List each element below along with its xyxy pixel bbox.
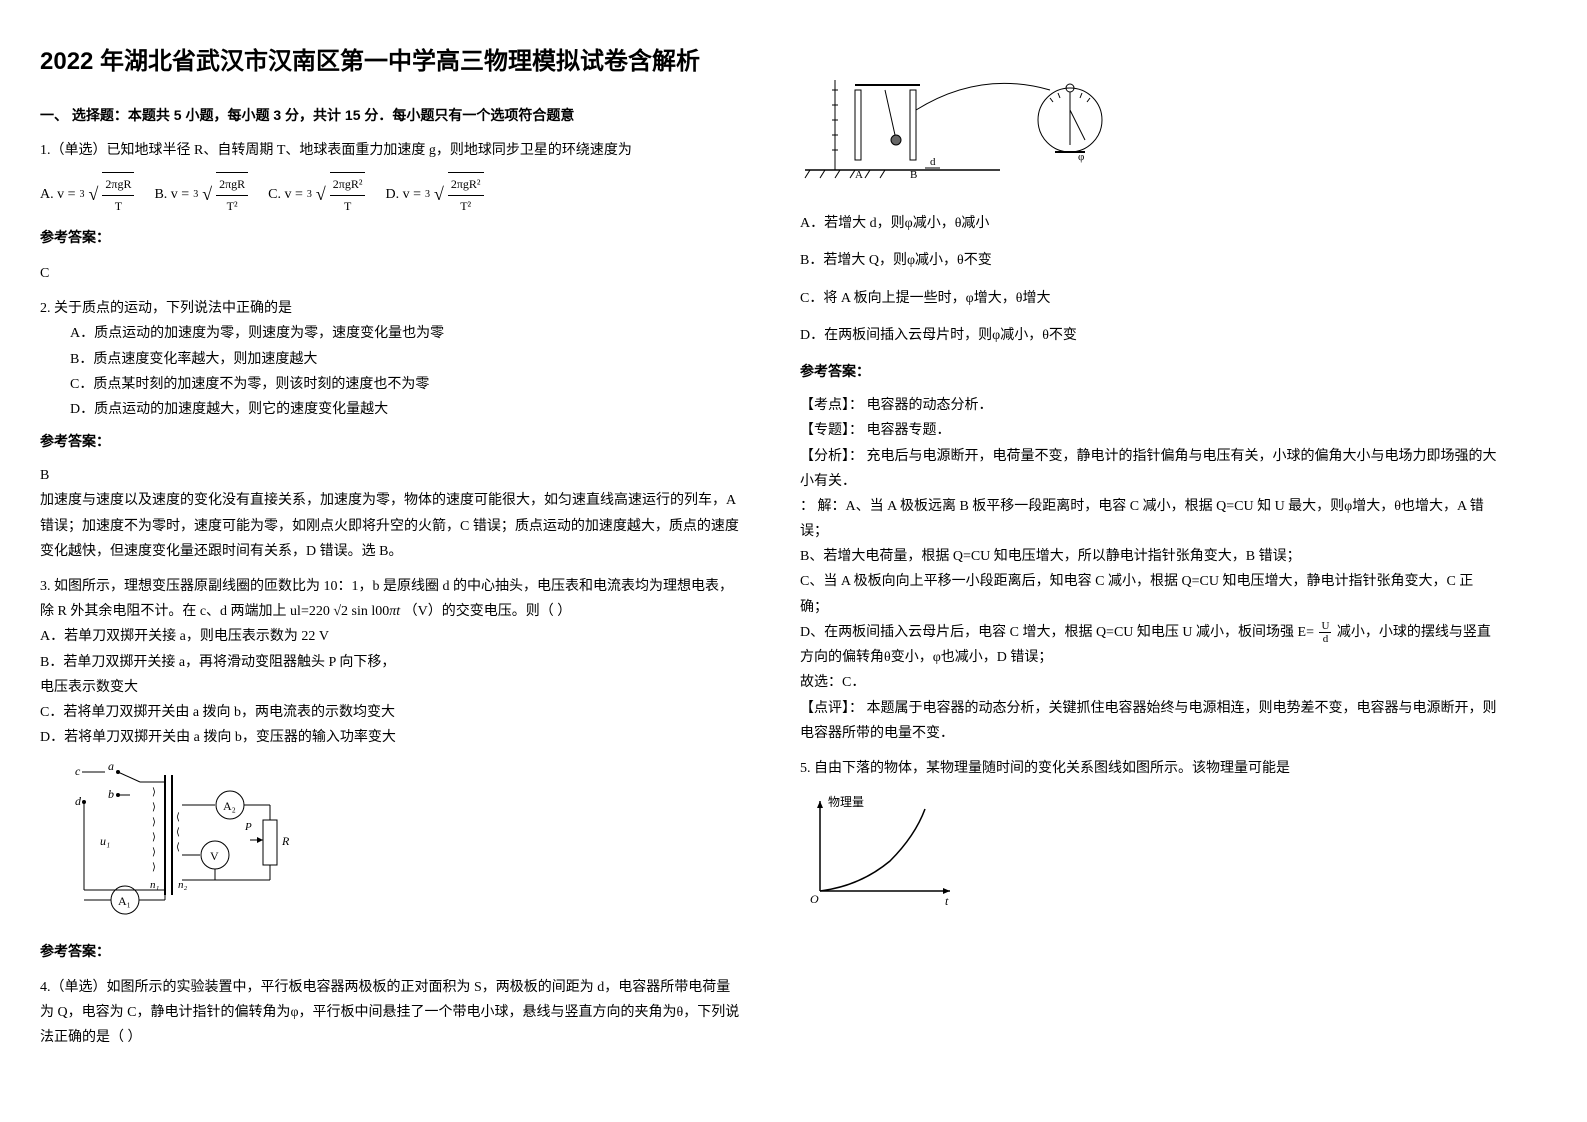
- svg-text:O: O: [810, 892, 819, 906]
- svg-text:⟩: ⟩: [152, 847, 156, 858]
- q3-option-b: B．若单刀双掷开关接 a，再将滑动变阻器触头 P 向下移，: [40, 650, 740, 675]
- q1-option-c: C. v = 3 √ 2πgR²T: [268, 172, 365, 218]
- q1-option-b: B. v = 3 √ 2πgRT²: [154, 172, 248, 218]
- svg-text:物理量: 物理量: [828, 795, 864, 809]
- svg-text:A₂: A₂: [223, 799, 236, 813]
- q5-stem: 5. 自由下落的物体，某物理量随时间的变化关系图线如图所示。该物理量可能是: [800, 756, 1500, 781]
- q1-answer-label: 参考答案：: [40, 226, 740, 251]
- q1-option-d: D. v = 3 √ 2πgR²T²: [385, 172, 483, 218]
- q2-answer-label: 参考答案：: [40, 430, 740, 455]
- q2-stem: 2. 关于质点的运动，下列说法中正确的是: [40, 296, 740, 321]
- q4-option-a: A．若增大 d，则φ减小，θ减小: [800, 211, 1500, 236]
- q3-option-c: C．若将单刀双掷开关由 a 拨向 b，两电流表的示数均变大: [40, 700, 740, 725]
- q4-jie-a: ： 解：A、当 A 极板远离 B 板平移一段距离时，电容 C 减小，根据 Q=C…: [800, 494, 1500, 544]
- q2-option-a: A．质点运动的加速度为零，则速度为零，速度变化量也为零: [70, 321, 740, 346]
- q4-answer-label: 参考答案：: [800, 360, 1500, 385]
- question-3: 3. 如图所示，理想变压器原副线圈的匝数比为 10：1，b 是原线圈 d 的中心…: [40, 574, 740, 965]
- q4-fenxi: 【分析】： 充电后与电源断开，电荷量不变，静电计的指针偏角与电压有关，小球的偏角…: [800, 444, 1500, 494]
- svg-text:d: d: [930, 156, 936, 168]
- q4-diagram: A B φ: [800, 50, 1500, 199]
- q2-options: A．质点运动的加速度为零，则速度为零，速度变化量也为零 B．质点速度变化率越大，…: [70, 321, 740, 422]
- q4-option-c: C．将 A 板向上提一些时，φ增大，θ增大: [800, 286, 1500, 311]
- svg-text:⟨: ⟨: [176, 827, 180, 838]
- q2-option-d: D．质点运动的加速度越大，则它的速度变化量越大: [70, 397, 740, 422]
- q4-kaodian: 【考点】： 电容器的动态分析．: [800, 393, 1500, 418]
- svg-text:⟩: ⟩: [152, 817, 156, 828]
- svg-text:⟩: ⟩: [152, 802, 156, 813]
- svg-text:B: B: [910, 169, 917, 181]
- q3-circuit-diagram: c d a b u₁ ⟩ ⟩: [70, 760, 740, 929]
- q1-options: A. v = 3 √ 2πgRT B. v = 3 √ 2πgRT² C. v …: [40, 172, 740, 218]
- svg-text:⟨: ⟨: [176, 812, 180, 823]
- q2-explanation: 加速度与速度以及速度的变化没有直接关系，加速度为零，物体的速度可能很大，如匀速直…: [40, 488, 740, 564]
- q1-answer: C: [40, 261, 740, 286]
- q3-stem: 3. 如图所示，理想变压器原副线圈的匝数比为 10：1，b 是原线圈 d 的中心…: [40, 574, 740, 624]
- q2-option-c: C．质点某时刻的加速度不为零，则该时刻的速度也不为零: [70, 372, 740, 397]
- svg-text:R: R: [281, 834, 290, 848]
- q2-option-b: B．质点速度变化率越大，则加速度越大: [70, 347, 740, 372]
- q1-stem: 1.（单选）已知地球半径 R、自转周期 T、地球表面重力加速度 g，则地球同步卫…: [40, 138, 740, 163]
- svg-text:⟩: ⟩: [152, 787, 156, 798]
- svg-text:V: V: [210, 849, 219, 863]
- q3-answer-label: 参考答案：: [40, 940, 740, 965]
- question-1: 1.（单选）已知地球半径 R、自转周期 T、地球表面重力加速度 g，则地球同步卫…: [40, 138, 740, 286]
- svg-text:n₂: n₂: [178, 879, 188, 891]
- svg-text:⟨: ⟨: [176, 842, 180, 853]
- svg-text:c: c: [75, 764, 81, 778]
- q3-option-a: A．若单刀双掷开关接 a，则电压表示数为 22 V: [40, 624, 740, 649]
- svg-text:n₁: n₁: [150, 879, 160, 891]
- q4-option-d: D．在两板间插入云母片时，则φ减小，θ不变: [800, 323, 1500, 348]
- question-5: 5. 自由下落的物体，某物理量随时间的变化关系图线如图所示。该物理量可能是 物理…: [800, 756, 1500, 920]
- q5-graph: 物理量 O t: [800, 791, 1500, 920]
- q1-option-a: A. v = 3 √ 2πgRT: [40, 172, 134, 218]
- section-header: 一、 选择题：本题共 5 小题，每小题 3 分，共计 15 分．每小题只有一个选…: [40, 103, 740, 128]
- q4-jie-b: B、若增大电荷量，根据 Q=CU 知电压增大，所以静电计指针张角变大，B 错误；: [800, 544, 1500, 569]
- svg-text:a: a: [108, 760, 114, 773]
- right-column: A B φ: [800, 40, 1500, 1060]
- svg-text:⟩: ⟩: [152, 862, 156, 873]
- q4-zhuanti: 【专题】： 电容器专题．: [800, 418, 1500, 443]
- question-2: 2. 关于质点的运动，下列说法中正确的是 A．质点运动的加速度为零，则速度为零，…: [40, 296, 740, 564]
- svg-text:u₁: u₁: [100, 834, 110, 848]
- document-title: 2022 年湖北省武汉市汉南区第一中学高三物理模拟试卷含解析: [40, 40, 740, 83]
- q4-jie-c: C、当 A 极板向向上平移一小段距离后，知电容 C 减小，根据 Q=CU 知电压…: [800, 569, 1500, 619]
- q4-option-b: B．若增大 Q，则φ减小，θ不变: [800, 248, 1500, 273]
- svg-text:b: b: [108, 787, 114, 801]
- q4-dianping: 【点评】： 本题属于电容器的动态分析，关键抓住电容器始终与电源相连，则电势差不变…: [800, 696, 1500, 746]
- svg-text:P: P: [244, 821, 252, 833]
- q4-guxuan: 故选：C．: [800, 670, 1500, 695]
- q3-option-d: D．若将单刀双掷开关由 a 拨向 b，变压器的输入功率变大: [40, 725, 740, 750]
- left-column: 2022 年湖北省武汉市汉南区第一中学高三物理模拟试卷含解析 一、 选择题：本题…: [40, 40, 740, 1060]
- svg-text:A₁: A₁: [118, 894, 131, 908]
- q4-jie-d: D、在两板间插入云母片后，电容 C 增大，根据 Q=CU 知电压 U 减小，板间…: [800, 620, 1500, 671]
- svg-text:d: d: [75, 794, 82, 808]
- q4-stem: 4.（单选）如图所示的实验装置中，平行板电容器两极板的正对面积为 S，两极板的间…: [40, 975, 740, 1051]
- q3-option-b2: 电压表示数变大: [40, 675, 740, 700]
- svg-text:t: t: [945, 894, 949, 908]
- svg-text:⟩: ⟩: [152, 832, 156, 843]
- q2-answer: B: [40, 463, 740, 488]
- svg-text:A: A: [855, 169, 863, 181]
- question-4-stem: 4.（单选）如图所示的实验装置中，平行板电容器两极板的正对面积为 S，两极板的间…: [40, 975, 740, 1051]
